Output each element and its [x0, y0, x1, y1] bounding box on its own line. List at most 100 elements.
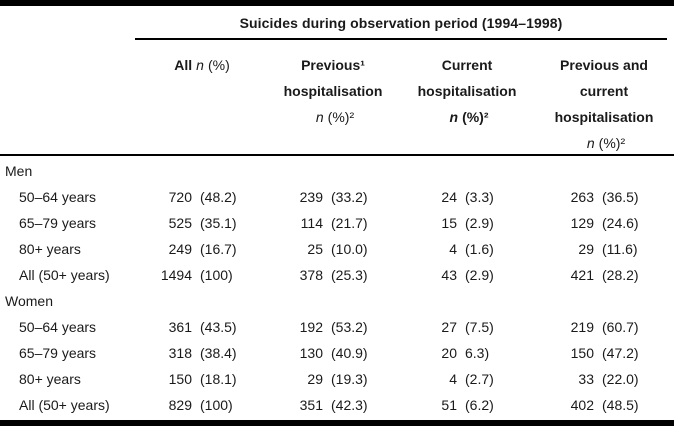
col-header-previous-hospitalisation: Previous¹ hospitalisation n (%)²: [266, 42, 400, 156]
col-header-current-hospitalisation: Current hospitalisation n (%)²: [400, 42, 534, 156]
cell-percent: (47.2): [602, 345, 639, 361]
cell-percent: (48.5): [602, 397, 639, 413]
cell-count: 15: [441, 215, 457, 231]
cell-prev-current: 219 (60.7): [534, 314, 674, 340]
cell-all: 525 (35.1): [138, 210, 266, 236]
cell-count: 51: [441, 397, 457, 413]
cell-count: 249: [168, 241, 192, 257]
table-body: Men 50–64 years 720 (48.2) 239 (33.2) 24 (3…: [0, 158, 674, 418]
cell-all: 829 (100): [138, 392, 266, 418]
cell-previous: 192 (53.2): [266, 314, 400, 340]
cell-count: 43: [441, 267, 457, 283]
cell-count: 720: [168, 189, 192, 205]
cell-count: 4: [449, 241, 457, 257]
cell-percent: (7.5): [465, 319, 494, 335]
cell-count: 421: [570, 267, 594, 283]
row-label: All (50+ years): [19, 397, 110, 413]
cell-count: 4: [449, 371, 457, 387]
table-row: All (50+ years) 1494 (100) 378 (25.3) 43 (2…: [0, 262, 674, 288]
cell-all: 150 (18.1): [138, 366, 266, 392]
col-header-line: hospitalisation: [554, 109, 654, 125]
cell-current: 27 (7.5): [400, 314, 534, 340]
cell-prev-current: 263 (36.5): [534, 184, 674, 210]
cell-count: 27: [441, 319, 457, 335]
cell-count: 25: [307, 241, 323, 257]
cell-percent: (42.3): [331, 397, 368, 413]
col-header-npct: n (%)²: [586, 135, 626, 151]
cell-current: 51 (6.2): [400, 392, 534, 418]
cell-prev-current: 29 (11.6): [534, 236, 674, 262]
cell-count: 525: [168, 215, 192, 231]
cell-count: 351: [299, 397, 323, 413]
cell-count: 829: [168, 397, 192, 413]
cell-percent: (16.7): [200, 241, 237, 257]
cell-percent: (2.7): [465, 371, 494, 387]
group-label: Women: [5, 293, 53, 309]
cell-percent: (22.0): [602, 371, 639, 387]
col-header-line: Previous and: [560, 57, 648, 73]
row-label: 80+ years: [19, 371, 81, 387]
cell-percent: (100): [200, 397, 233, 413]
column-headers: All n (%) Previous¹ hospitalisation n (%)² …: [0, 42, 674, 156]
cell-all: 1494 (100): [138, 262, 266, 288]
cell-percent: (35.1): [200, 215, 237, 231]
col-header-all: All n (%): [138, 42, 266, 156]
group-row-women: Women: [0, 288, 674, 314]
cell-percent: (11.6): [602, 241, 638, 257]
col-header-line: hospitalisation: [417, 83, 517, 99]
cell-percent: (38.4): [200, 345, 237, 361]
table-row: 50–64 years 720 (48.2) 239 (33.2) 24 (3.3) …: [0, 184, 674, 210]
table-spanner-heading: Suicides during observation period (1994…: [135, 6, 667, 40]
col-header-npct: n (%)²: [449, 109, 489, 125]
cell-prev-current: 33 (22.0): [534, 366, 674, 392]
cell-current: 24 (3.3): [400, 184, 534, 210]
cell-count: 219: [570, 319, 594, 335]
col-header-all-line: All n (%): [174, 57, 230, 73]
table-row: All (50+ years) 829 (100) 351 (42.3) 51 (6.…: [0, 392, 674, 418]
cell-current: 20 6.3): [400, 340, 534, 366]
cell-percent: (24.6): [602, 215, 639, 231]
col-header-line: Current: [441, 57, 493, 73]
cell-percent: (100): [200, 267, 233, 283]
cell-count: 361: [168, 319, 192, 335]
row-label: 65–79 years: [19, 345, 97, 361]
cell-percent: (10.0): [331, 241, 368, 257]
cell-count: 29: [307, 371, 323, 387]
table-row: 65–79 years 318 (38.4) 130 (40.9) 20 6.3) 1…: [0, 340, 674, 366]
cell-count: 263: [570, 189, 594, 205]
col-header-line: current: [579, 83, 629, 99]
cell-percent: (33.2): [331, 189, 368, 205]
cell-current: 15 (2.9): [400, 210, 534, 236]
cell-percent: (21.7): [331, 215, 368, 231]
cell-percent: (40.9): [331, 345, 368, 361]
cell-count: 114: [300, 215, 323, 231]
cell-count: 129: [570, 215, 594, 231]
cell-previous: 351 (42.3): [266, 392, 400, 418]
cell-percent: 6.3): [465, 345, 490, 361]
cell-prev-current: 421 (28.2): [534, 262, 674, 288]
cell-count: 1494: [160, 267, 192, 283]
cell-previous: 114 (21.7): [266, 210, 400, 236]
cell-prev-current: 150 (47.2): [534, 340, 674, 366]
cell-current: 4 (1.6): [400, 236, 534, 262]
cell-previous: 25 (10.0): [266, 236, 400, 262]
cell-percent: (3.3): [465, 189, 494, 205]
table-row: 50–64 years 361 (43.5) 192 (53.2) 27 (7.5) …: [0, 314, 674, 340]
cell-count: 130: [299, 345, 323, 361]
cell-current: 4 (2.7): [400, 366, 534, 392]
cell-count: 318: [168, 345, 192, 361]
cell-previous: 29 (19.3): [266, 366, 400, 392]
cell-percent: (2.9): [465, 215, 494, 231]
cell-prev-current: 129 (24.6): [534, 210, 674, 236]
top-rule: [0, 0, 674, 6]
row-label: 65–79 years: [19, 215, 97, 231]
cell-prev-current: 402 (48.5): [534, 392, 674, 418]
cell-percent: (6.2): [465, 397, 494, 413]
cell-previous: 239 (33.2): [266, 184, 400, 210]
cell-count: 24: [441, 189, 457, 205]
cell-previous: 378 (25.3): [266, 262, 400, 288]
cell-percent: (36.5): [602, 189, 639, 205]
cell-count: 20: [441, 345, 457, 361]
col-header-line: hospitalisation: [283, 83, 383, 99]
